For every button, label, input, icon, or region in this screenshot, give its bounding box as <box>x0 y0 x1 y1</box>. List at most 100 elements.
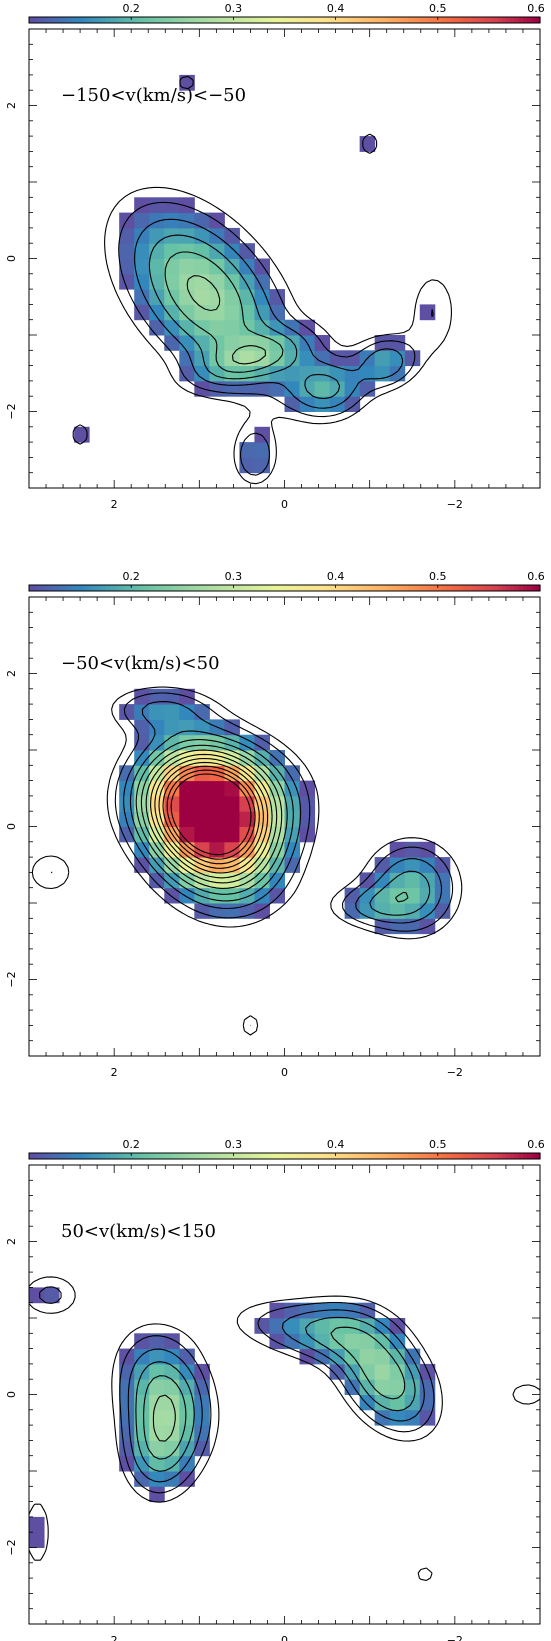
colorbar-swatch <box>425 1153 430 1159</box>
x-tick-label: −2 <box>447 1066 463 1079</box>
colorbar-swatch <box>480 17 486 23</box>
colorbar-swatch <box>92 1153 98 1159</box>
colorbar-swatch <box>510 1153 516 1159</box>
colorbar-tick-label: 0.4 <box>327 2 345 15</box>
colorbar-swatch <box>212 1153 217 1159</box>
intensity-pixel <box>224 335 240 351</box>
colorbar-swatch <box>220 585 226 591</box>
intensity-pixel <box>179 1409 195 1426</box>
colorbar-swatch <box>92 585 98 591</box>
intensity-pixel <box>254 426 270 443</box>
colorbar-swatch <box>510 585 516 591</box>
colorbar-swatch <box>88 17 94 23</box>
colorbar-swatch <box>46 1153 51 1159</box>
intensity-pixel <box>284 396 301 412</box>
intensity-pixel <box>314 380 331 397</box>
intensity-pixel <box>194 1425 210 1441</box>
y-tick-label: −2 <box>5 1539 18 1555</box>
colorbar-swatch <box>41 585 47 591</box>
colorbar-swatch <box>75 1153 81 1159</box>
colorbar-swatch <box>356 1153 362 1159</box>
intensity-pixels <box>74 74 436 474</box>
colorbar-swatch <box>54 585 60 591</box>
colorbar-tick-label: 0.3 <box>225 570 243 583</box>
intensity-pixel <box>374 335 391 351</box>
intensity-pixel <box>239 795 255 812</box>
intensity-pixel <box>209 857 225 873</box>
contour-level <box>31 686 463 1036</box>
colorbar-swatch <box>237 1153 243 1159</box>
colorbar-swatch <box>390 17 396 23</box>
colorbar-tick-label: 0.2 <box>122 2 140 15</box>
intensity-pixel <box>344 365 361 382</box>
colorbar-swatch <box>361 1153 367 1159</box>
colorbar: 0.2 0.3 0.4 0.5 0.6 <box>28 570 545 592</box>
intensity-pixel <box>179 243 195 259</box>
colorbar-tick-label: 0.5 <box>429 570 447 583</box>
intensity-pixel <box>134 273 150 290</box>
colorbar-swatch <box>139 1153 145 1159</box>
colorbar-swatch <box>152 585 158 591</box>
colorbar-swatch <box>301 17 307 23</box>
intensity-pixel <box>329 380 346 397</box>
intensity-pixel <box>134 1440 150 1457</box>
intensity-pixel <box>239 335 255 351</box>
y-tick-label: 0 <box>5 823 18 830</box>
colorbar-swatch <box>446 17 452 23</box>
colorbar-swatch <box>207 585 213 591</box>
colorbar-swatch <box>373 585 379 591</box>
y-tick-label: 2 <box>5 1238 18 1245</box>
intensity-pixel <box>134 1409 150 1426</box>
colorbar-swatch <box>407 585 413 591</box>
colorbar-swatch <box>416 1153 422 1159</box>
colorbar-swatch <box>327 1153 332 1159</box>
colorbar-swatch <box>131 17 137 23</box>
colorbar-swatch <box>250 17 256 23</box>
colorbar-swatch <box>386 585 392 591</box>
intensity-pixel <box>389 918 406 935</box>
intensity-pixel <box>209 319 225 336</box>
intensity-pixel <box>149 227 165 244</box>
intensity-pixel <box>149 795 165 812</box>
colorbar-swatch <box>463 585 469 591</box>
colorbar-swatch <box>467 585 473 591</box>
intensity-pixel <box>149 243 165 259</box>
colorbar-swatch <box>335 585 341 591</box>
intensity-pixel <box>134 1333 150 1350</box>
intensity-pixel <box>194 365 210 382</box>
colorbar-swatch <box>199 1153 205 1159</box>
intensity-pixel <box>299 1302 316 1319</box>
colorbar-swatch <box>156 17 162 23</box>
colorbar-swatch <box>297 17 303 23</box>
colorbar-tick-label: 0.4 <box>327 570 345 583</box>
colorbar-swatch <box>152 1153 158 1159</box>
colorbar-swatch <box>442 17 447 23</box>
contour-level <box>39 1286 435 1494</box>
colorbar-swatch <box>331 17 337 23</box>
colorbar-swatch <box>518 585 524 591</box>
colorbar-swatch <box>258 17 264 23</box>
colorbar-swatch <box>173 585 179 591</box>
intensity-pixel <box>359 1363 376 1380</box>
colorbar-swatch <box>327 17 332 23</box>
colorbar-swatch <box>514 585 520 591</box>
intensity-pixel <box>254 304 270 321</box>
channel-map-panel-3: 0.2 0.3 0.4 0.5 0.6 2 0 −2 2 0 −2 50<v(km/s)<150 <box>5 1138 545 1641</box>
colorbar-swatch <box>318 585 324 591</box>
colorbar-swatch <box>446 1153 452 1159</box>
intensity-pixel <box>179 258 195 275</box>
intensity-pixel <box>209 795 225 812</box>
colorbar-swatch <box>267 17 273 23</box>
colorbar-swatch <box>305 1153 311 1159</box>
colorbar-swatch <box>58 585 64 591</box>
colorbar-swatch <box>29 585 34 591</box>
colorbar-swatch <box>186 17 192 23</box>
intensity-pixel <box>224 319 240 336</box>
intensity-pixel <box>404 887 421 904</box>
colorbar-swatch <box>156 1153 162 1159</box>
colorbar-swatch <box>288 17 294 23</box>
intensity-pixel <box>224 857 240 873</box>
colorbar-swatch <box>463 1153 469 1159</box>
intensity-pixel <box>404 841 421 858</box>
intensity-pixel <box>179 335 195 351</box>
